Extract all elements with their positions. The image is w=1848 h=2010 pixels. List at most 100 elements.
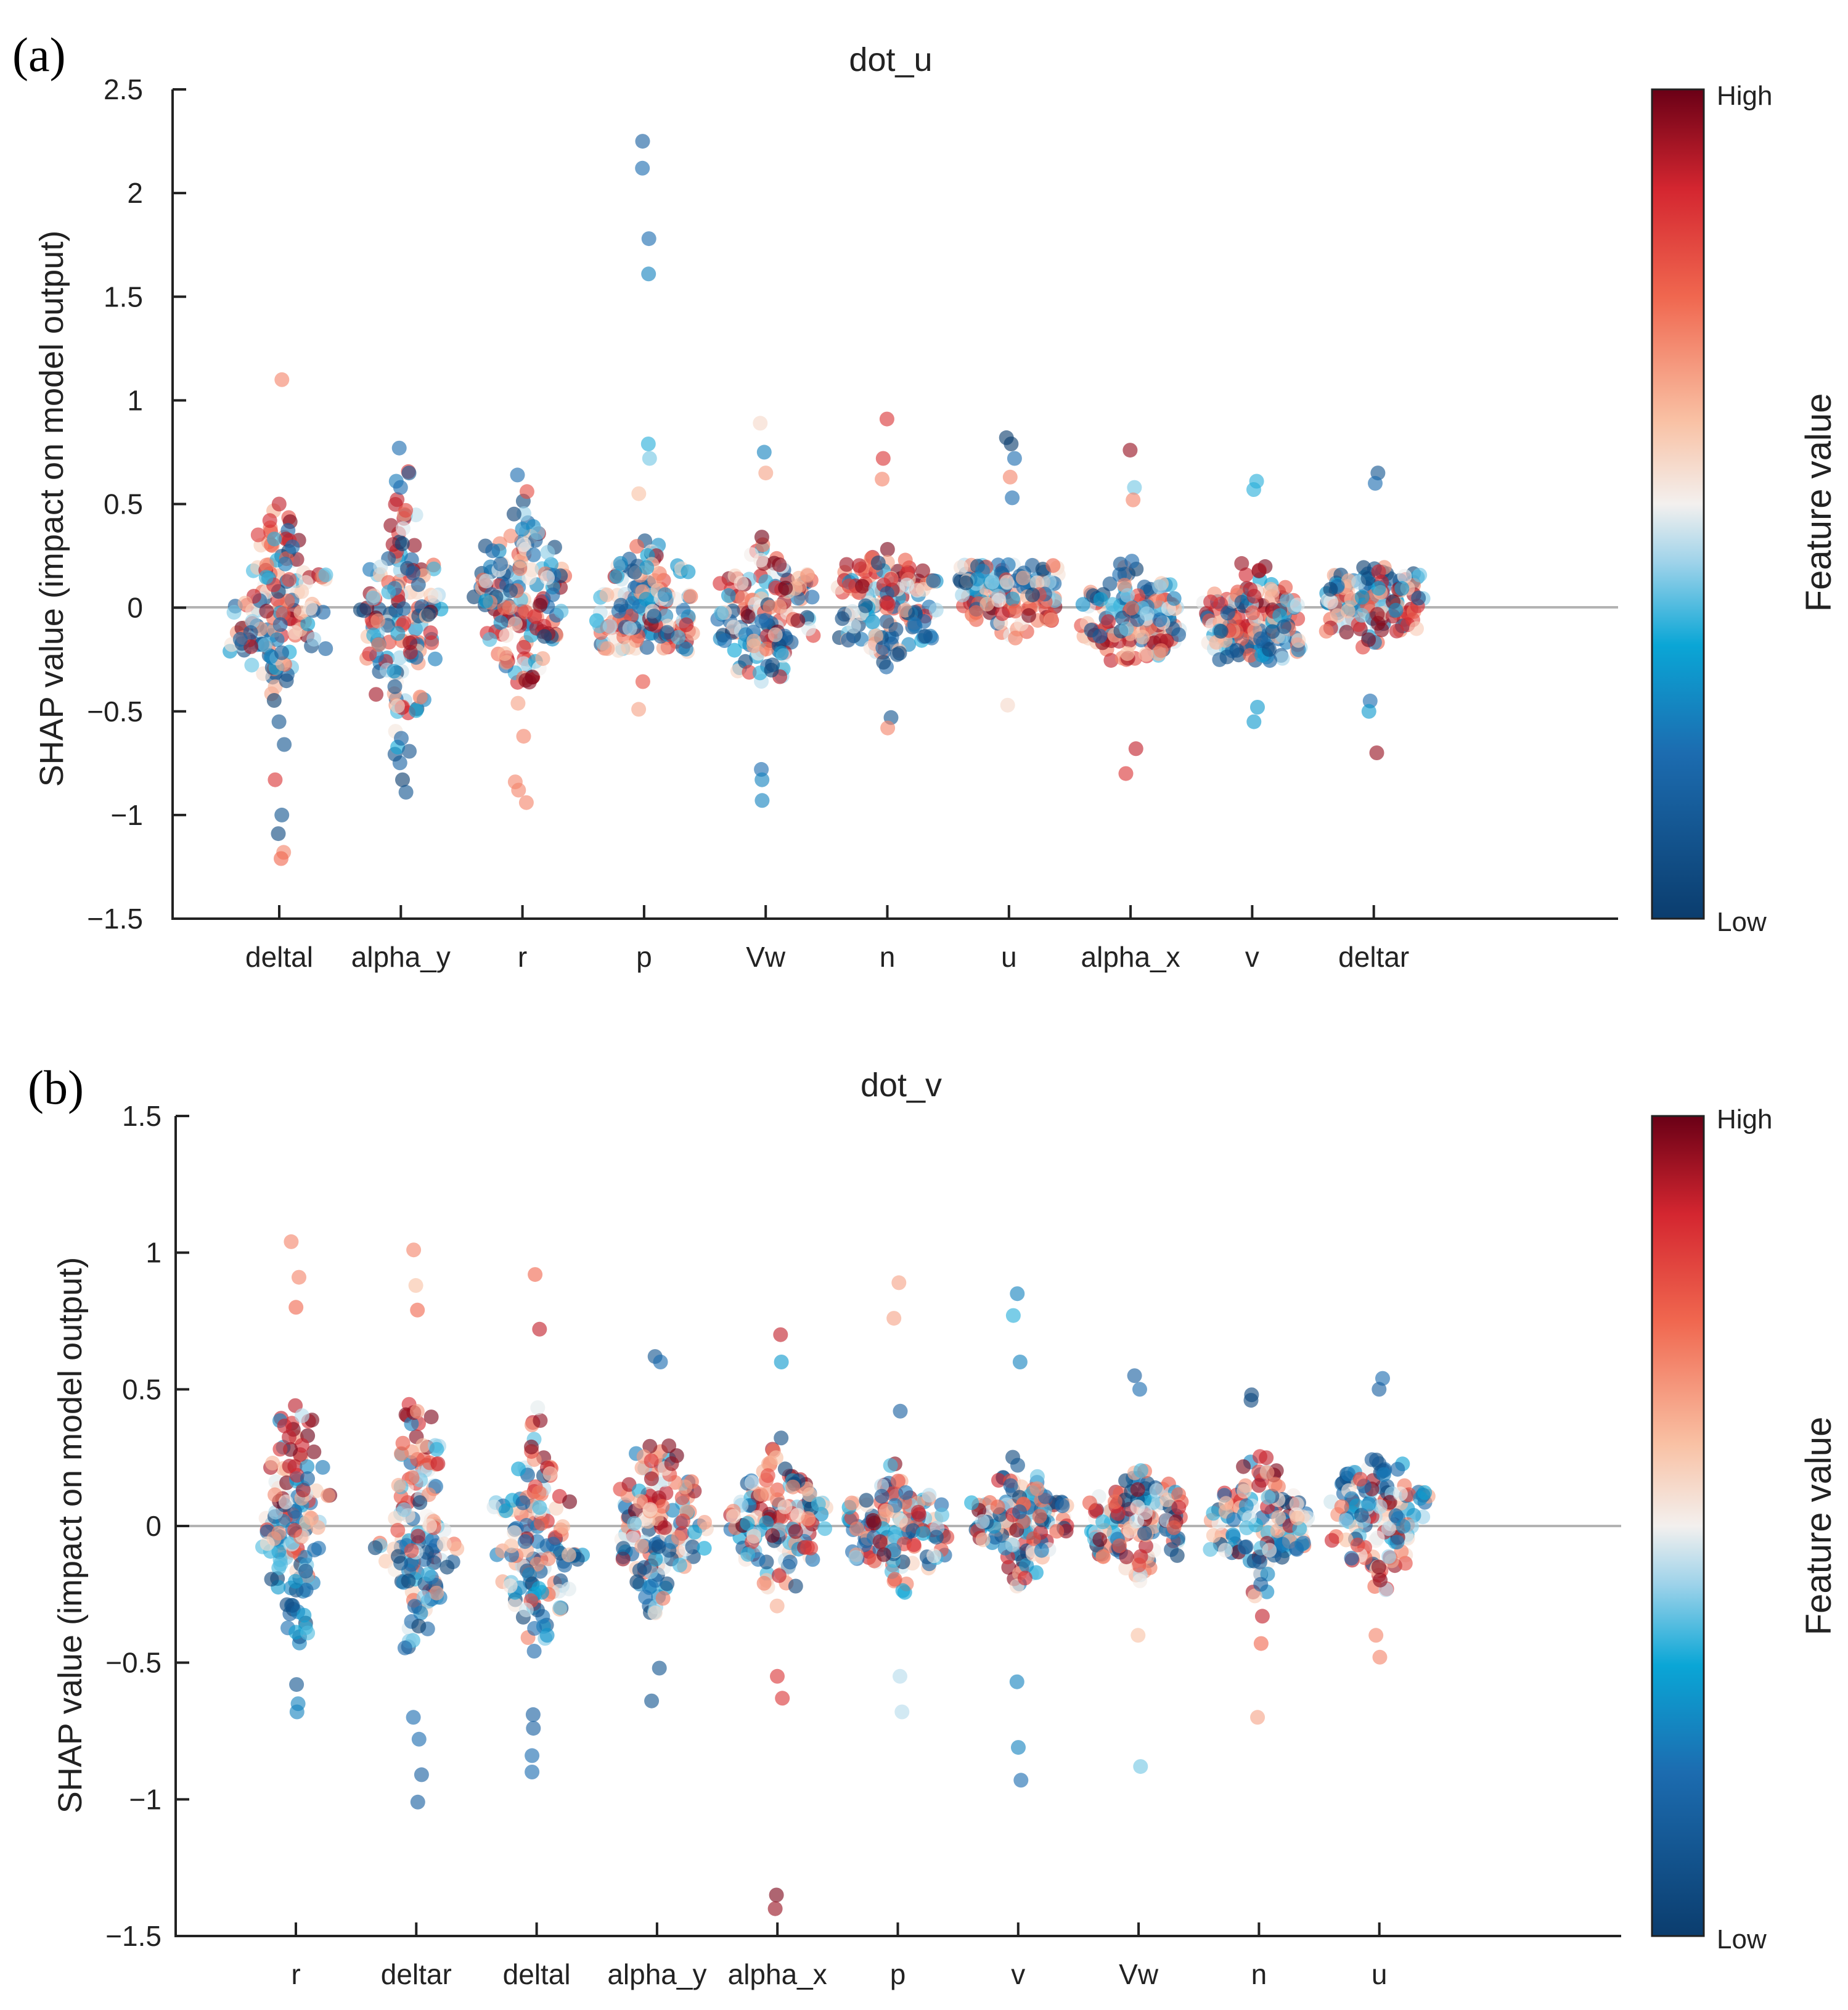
shap-point	[425, 1533, 440, 1548]
shap-point	[311, 1541, 326, 1556]
shap-point	[1251, 1478, 1267, 1493]
shap-point	[297, 1549, 313, 1565]
shap-point	[294, 1438, 309, 1453]
shap-point	[516, 537, 531, 552]
shap-point	[1250, 700, 1265, 715]
xtick-label: alpha_y	[351, 941, 451, 973]
panel-a-title: dot_u	[849, 41, 932, 78]
shap-point	[1017, 1570, 1032, 1586]
shap-point	[430, 1456, 446, 1471]
shap-point	[851, 558, 867, 573]
shap-point	[289, 1704, 305, 1720]
shap-point	[294, 584, 309, 599]
panel-a-colorbar	[1651, 88, 1705, 920]
shap-point	[403, 635, 418, 650]
shap-point	[1372, 1499, 1388, 1514]
shap-point	[894, 1704, 910, 1720]
shap-point	[511, 782, 526, 798]
shap-point	[726, 1509, 741, 1524]
shap-point	[406, 1242, 422, 1258]
shap-point	[1137, 1525, 1152, 1541]
shap-point	[546, 1536, 561, 1552]
shap-point	[1243, 1393, 1259, 1408]
shap-point	[429, 1442, 444, 1457]
shap-point	[1206, 1506, 1221, 1521]
shap-point	[507, 1597, 523, 1612]
shap-point	[1139, 647, 1154, 662]
panel-b-title: dot_v	[861, 1067, 942, 1104]
shap-point	[1238, 1498, 1254, 1514]
shap-point	[1243, 647, 1258, 663]
shap-point	[315, 1459, 330, 1475]
ytick-label: 0	[127, 592, 143, 624]
shap-point	[531, 1581, 547, 1596]
shap-point	[746, 1528, 762, 1544]
xtick-label: p	[890, 1958, 906, 1990]
shap-point	[592, 618, 607, 634]
shap-point	[1105, 597, 1120, 612]
xtick-label: alpha_x	[728, 1958, 827, 1990]
shap-point	[504, 1538, 519, 1554]
shap-point	[651, 1539, 666, 1554]
shap-point	[915, 1526, 931, 1541]
shap-point	[526, 1721, 541, 1736]
shap-point	[631, 702, 647, 717]
shap-point	[1029, 1469, 1045, 1484]
panel-b-colorbar-label: Feature value	[1799, 1417, 1839, 1636]
shap-point	[979, 596, 995, 612]
shap-point	[870, 555, 886, 570]
shap-point	[1381, 1521, 1396, 1536]
shap-point	[493, 556, 508, 572]
shap-point	[549, 1501, 564, 1516]
panel-a-colorbar-high: High	[1717, 81, 1773, 111]
shap-point	[298, 1582, 314, 1598]
shap-point	[406, 565, 421, 581]
shap-point	[1101, 614, 1116, 630]
shap-point	[299, 1515, 314, 1530]
shap-point	[1003, 1478, 1018, 1493]
shap-point	[1371, 564, 1386, 580]
shap-point	[964, 1495, 979, 1511]
shap-point	[402, 744, 417, 759]
shap-point	[888, 621, 904, 637]
shap-point	[370, 613, 385, 628]
shap-point	[660, 625, 675, 640]
shap-point	[1007, 604, 1023, 619]
shap-point	[1368, 475, 1383, 491]
shap-point	[362, 646, 377, 662]
shap-point	[735, 590, 750, 605]
shap-point	[1107, 1494, 1122, 1509]
shap-point	[260, 1536, 275, 1551]
shap-point	[1290, 597, 1305, 613]
shap-point	[811, 1496, 826, 1512]
shap-point	[634, 1538, 650, 1554]
shap-point	[879, 411, 894, 427]
shap-point	[877, 1547, 891, 1562]
shap-point	[880, 720, 896, 736]
shap-point	[657, 1520, 673, 1535]
panel-a-points	[223, 134, 1431, 866]
shap-point	[1119, 646, 1135, 661]
shap-point	[849, 1521, 864, 1536]
shap-point	[880, 542, 895, 557]
shap-point	[760, 1468, 775, 1483]
shap-point	[1368, 1628, 1384, 1643]
shap-point	[1253, 1636, 1269, 1651]
shap-point	[1246, 589, 1262, 604]
panel-a-yticks: −1.5 −1 −0.5 0 0.5 1 1.5 2 2.5	[87, 73, 186, 935]
shap-point	[412, 689, 428, 705]
ytick-label: 2	[127, 177, 143, 209]
shap-point	[1164, 1542, 1179, 1557]
panel-b: (b) dot_v SHAP value (impact on model ou…	[28, 1060, 1839, 1990]
shap-point	[1171, 1487, 1187, 1502]
shap-point	[1159, 1492, 1175, 1508]
shap-point	[805, 1552, 820, 1567]
shap-point	[1289, 1496, 1304, 1512]
shap-point	[1373, 1572, 1388, 1588]
shap-point	[518, 795, 534, 810]
shap-point	[419, 1544, 435, 1560]
shap-point	[525, 1765, 540, 1779]
shap-point	[1130, 1628, 1146, 1643]
xtick-label: deltar	[381, 1958, 452, 1990]
shap-point	[396, 601, 411, 617]
